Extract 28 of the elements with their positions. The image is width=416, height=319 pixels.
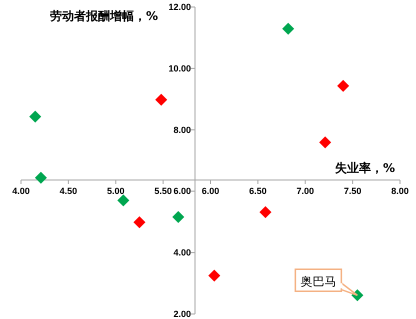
y-tick-label: 4.00: [173, 248, 191, 258]
point: [172, 210, 184, 223]
x-tick-label: 6.00: [202, 186, 220, 196]
y-tick-label: 12.00: [168, 2, 191, 12]
x-tick-label: 7.50: [344, 186, 362, 196]
point: [29, 110, 42, 123]
x-tick-label: 5.00: [106, 186, 125, 196]
point: [259, 206, 272, 218]
y-tick-label: 10.00: [168, 63, 191, 74]
x-tick-label: 5.50: [154, 186, 172, 196]
x-tick-label: 8.00: [391, 186, 409, 196]
x-axis-title: 失业率，%: [334, 161, 395, 175]
x-tick-label: 7.00: [296, 186, 314, 196]
y-tick-label: 2.00: [173, 309, 191, 319]
annotation: 奥巴马: [300, 274, 336, 288]
point: [34, 172, 47, 184]
x-tick-label: 4.00: [12, 186, 30, 196]
point: [208, 270, 220, 282]
y-axis-title: 劳动者报酬增幅，%: [50, 9, 158, 23]
x-tick-label: 4.50: [60, 186, 78, 196]
point: [319, 136, 332, 148]
point: [282, 22, 294, 35]
point: [155, 94, 168, 106]
point: [117, 194, 130, 206]
point: [133, 216, 146, 228]
y-tick-label: 8.00: [173, 124, 191, 135]
point: [337, 80, 350, 92]
x-tick-label: 6.50: [249, 186, 267, 196]
